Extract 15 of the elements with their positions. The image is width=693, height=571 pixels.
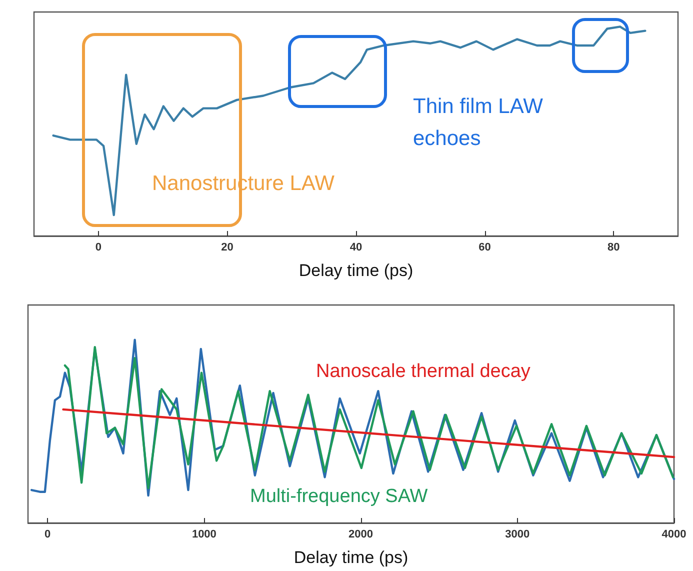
x-tick-label: 80 (607, 242, 620, 254)
x-tick-label: 3000 (505, 528, 530, 540)
annotation: Thin film LAW echoes (413, 94, 543, 152)
x-tick-label: 2000 (348, 528, 374, 540)
x-axis-title: Delay time (ps) (294, 548, 408, 567)
x-tick-label: 20 (221, 242, 234, 254)
x-axis-title: Delay time (ps) (298, 261, 414, 280)
series-label: Multi-frequency SAW (250, 485, 428, 509)
x-tick-label: 0 (44, 528, 51, 540)
x-tick-label: 4000 (662, 528, 686, 540)
text: Nanoscale thermal decay (316, 360, 530, 384)
x-tick-label: 1000 (192, 528, 216, 540)
x-tick-label: 40 (350, 242, 362, 254)
x-tick-label: 60 (478, 242, 491, 254)
x-tick-label: 0 (95, 242, 102, 254)
